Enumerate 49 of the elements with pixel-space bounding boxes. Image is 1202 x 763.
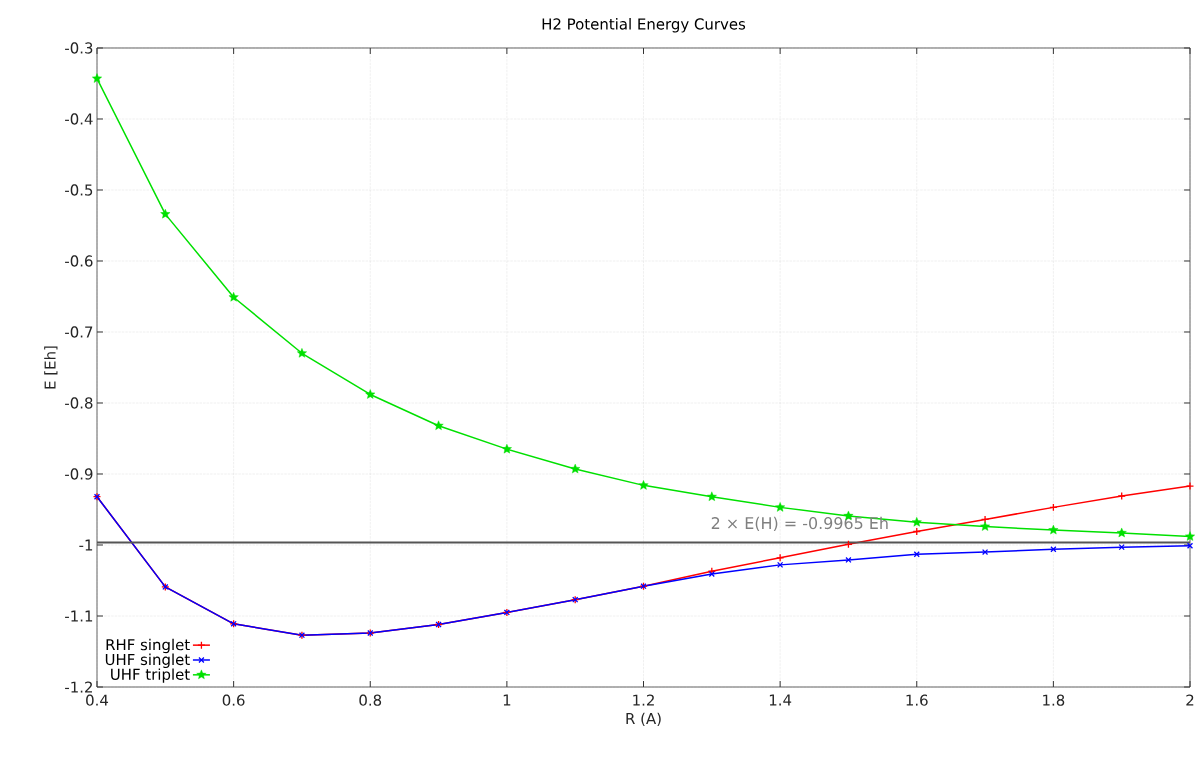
point: [501, 443, 512, 454]
y-tick-label: -0.6: [65, 255, 93, 267]
point: [706, 491, 717, 501]
point: [160, 208, 171, 219]
point: [570, 463, 581, 474]
y-tick-label: -0.8: [65, 397, 93, 409]
x-tick-label: 0.4: [86, 694, 109, 706]
point: [433, 420, 444, 430]
x-tick-label: 0.6: [222, 694, 245, 706]
y-tick-label: -0.4: [65, 113, 93, 125]
point: [1117, 491, 1126, 501]
y-tick-label: -1.1: [65, 610, 93, 622]
x-tick-label: 1.4: [769, 694, 792, 706]
point: [365, 389, 376, 399]
y-tick-label: -1: [79, 539, 93, 551]
legend-label: UHF singlet: [105, 653, 190, 669]
point: [1185, 531, 1195, 541]
point: [297, 348, 307, 358]
x-tick-label: 1.6: [906, 694, 928, 706]
point: [911, 517, 922, 527]
point: [1118, 544, 1125, 551]
legend-label: RHF singlet: [106, 638, 190, 654]
point: [638, 480, 649, 490]
x-tick-label: 1.2: [633, 694, 654, 706]
point: [775, 502, 786, 512]
point: [228, 292, 239, 302]
x-tick-label: 0.8: [359, 694, 382, 706]
y-tick-label: -0.9: [65, 468, 93, 480]
point: [1186, 542, 1194, 549]
ref-line-label: 2 × E(H) = -0.9965 Eh: [711, 516, 888, 532]
x-tick-label: 1.8: [1043, 694, 1065, 706]
point: [1050, 546, 1057, 553]
y-tick-label: -1.2: [65, 681, 92, 693]
y-axis-title: E [Eh]: [44, 346, 58, 389]
y-tick-label: -0.7: [65, 326, 93, 338]
point: [845, 556, 852, 564]
legend-label: UHF triplet: [111, 668, 190, 683]
x-axis-title: R (A): [626, 712, 661, 726]
point: [92, 73, 102, 83]
point: [1116, 527, 1127, 538]
point: [775, 553, 785, 562]
x-tick-label: 2: [1186, 694, 1194, 706]
chart-title: H2 Potential Energy Curves: [542, 18, 746, 33]
point: [1185, 481, 1195, 491]
point: [1048, 524, 1059, 535]
y-tick-label: -0.3: [65, 42, 93, 54]
x-tick-label: 1: [503, 694, 511, 706]
y-tick-label: -0.5: [65, 184, 93, 196]
point: [980, 521, 991, 531]
